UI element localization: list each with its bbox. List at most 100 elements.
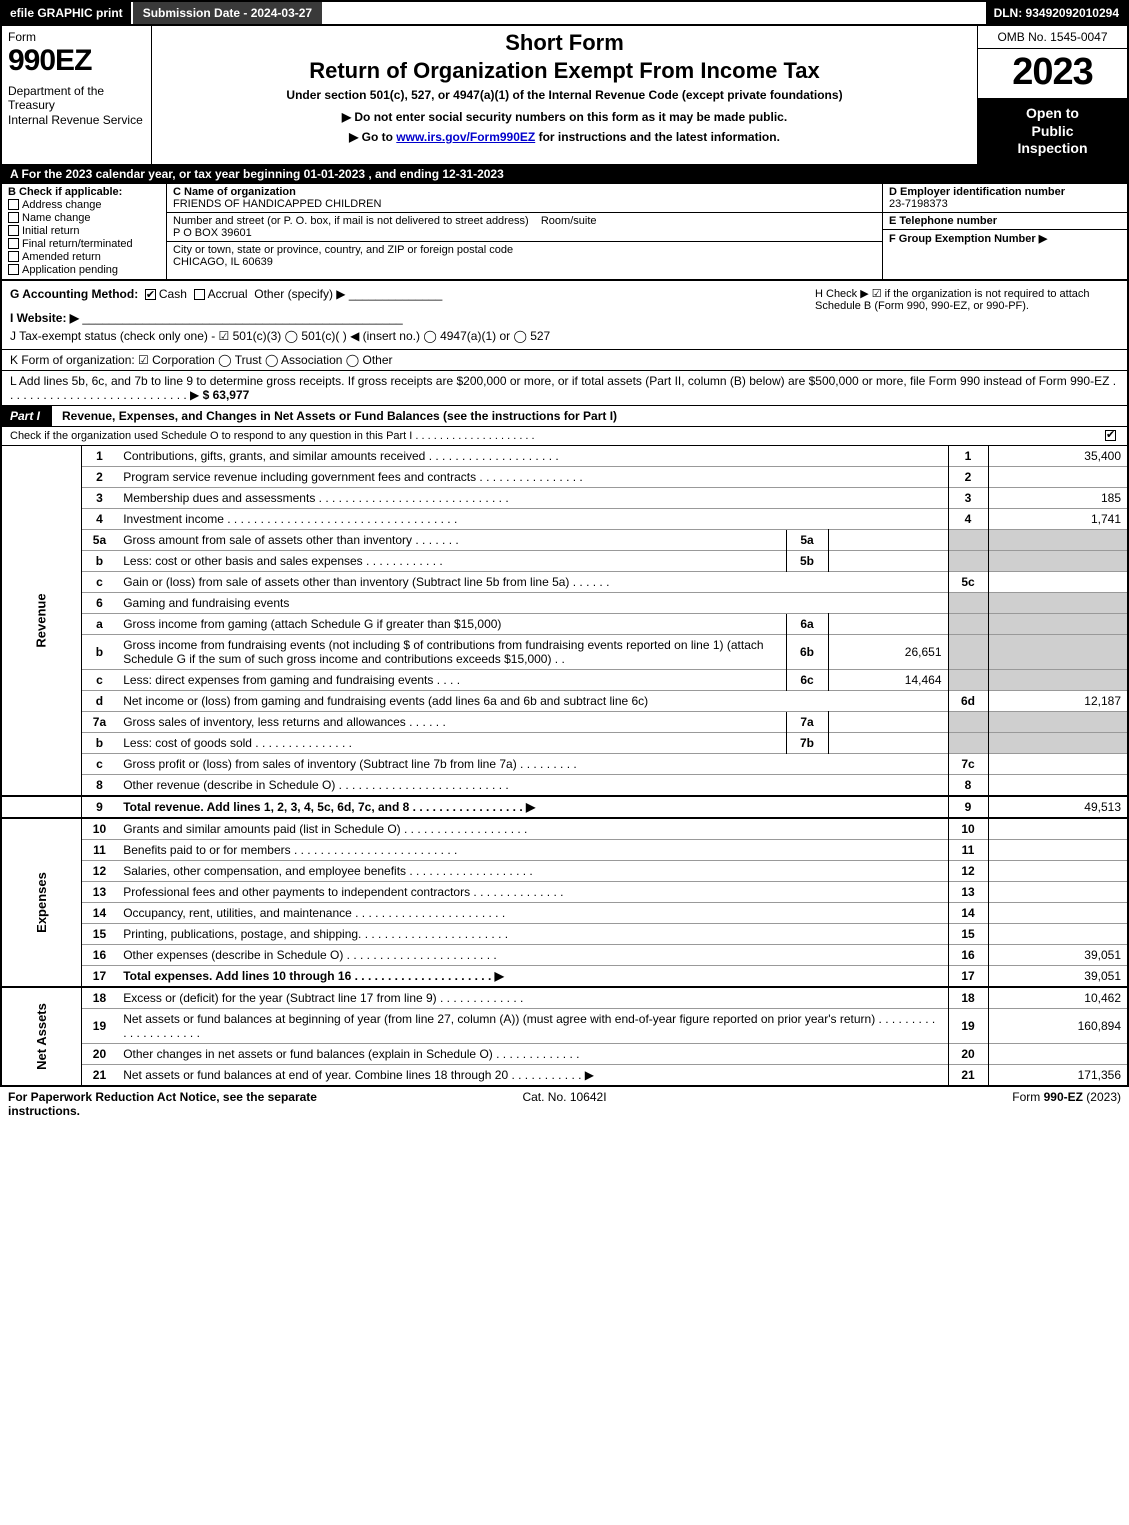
ln-6d: d bbox=[81, 690, 117, 711]
desc-18: Excess or (deficit) for the year (Subtra… bbox=[117, 987, 948, 1009]
instructions-link-line: ▶ Go to www.irs.gov/Form990EZ for instru… bbox=[160, 130, 969, 144]
chk-application-pending[interactable]: Application pending bbox=[8, 264, 160, 276]
desc-19: Net assets or fund balances at beginning… bbox=[117, 1008, 948, 1043]
l-value: $ 63,977 bbox=[203, 388, 250, 402]
desc-10: Grants and similar amounts paid (list in… bbox=[117, 818, 948, 840]
ssn-warning: ▶ Do not enter social security numbers o… bbox=[160, 110, 969, 124]
ln-11: 11 bbox=[81, 839, 117, 860]
ln-6a: a bbox=[81, 613, 117, 634]
val-21: 171,356 bbox=[988, 1064, 1128, 1085]
desc-16: Other expenses (describe in Schedule O) … bbox=[117, 944, 948, 965]
ln-15: 15 bbox=[81, 923, 117, 944]
rnum-6d: 6d bbox=[948, 690, 988, 711]
chk-final-return[interactable]: Final return/terminated bbox=[8, 238, 160, 250]
rnum-17: 17 bbox=[948, 965, 988, 987]
ln-18: 18 bbox=[81, 987, 117, 1009]
g-label: G Accounting Method: bbox=[10, 287, 138, 301]
header-center: Short Form Return of Organization Exempt… bbox=[152, 26, 977, 164]
city-value: CHICAGO, IL 60639 bbox=[173, 256, 876, 268]
submission-date: Submission Date - 2024-03-27 bbox=[131, 2, 322, 24]
ln-12: 12 bbox=[81, 860, 117, 881]
val-15 bbox=[988, 923, 1128, 944]
desc-6a: Gross income from gaming (attach Schedul… bbox=[117, 613, 786, 634]
efile-print-button[interactable]: efile GRAPHIC print bbox=[2, 2, 131, 24]
chk-address-change[interactable]: Address change bbox=[8, 199, 160, 211]
chk-cash[interactable] bbox=[145, 289, 156, 300]
desc-9: Total revenue. Add lines 1, 2, 3, 4, 5c,… bbox=[117, 796, 948, 818]
side-expenses: Expenses bbox=[1, 818, 81, 987]
part-i-check-line: Check if the organization used Schedule … bbox=[0, 427, 1129, 446]
subval-5a bbox=[828, 529, 948, 550]
subtitle: Under section 501(c), 527, or 4947(a)(1)… bbox=[160, 88, 969, 102]
desc-7b: Less: cost of goods sold . . . . . . . .… bbox=[117, 732, 786, 753]
chk-initial-return[interactable]: Initial return bbox=[8, 225, 160, 237]
val-5c bbox=[988, 571, 1128, 592]
rnum-10: 10 bbox=[948, 818, 988, 840]
desc-14: Occupancy, rent, utilities, and maintena… bbox=[117, 902, 948, 923]
chk-accrual[interactable] bbox=[194, 289, 205, 300]
ln-7c: c bbox=[81, 753, 117, 774]
ln-21: 21 bbox=[81, 1064, 117, 1085]
rnum-18: 18 bbox=[948, 987, 988, 1009]
irs-link[interactable]: www.irs.gov/Form990EZ bbox=[396, 130, 535, 144]
i-website-label: I Website: ▶ bbox=[10, 311, 79, 325]
rnum-9: 9 bbox=[948, 796, 988, 818]
header-right: OMB No. 1545-0047 2023 Open to Public In… bbox=[977, 26, 1127, 164]
ln-19: 19 bbox=[81, 1008, 117, 1043]
f-group-label: F Group Exemption Number ▶ bbox=[889, 232, 1121, 245]
omb-number: OMB No. 1545-0047 bbox=[978, 26, 1127, 49]
e-phone-label: E Telephone number bbox=[889, 215, 1121, 227]
val-3: 185 bbox=[988, 487, 1128, 508]
section-bcdef: B Check if applicable: Address change Na… bbox=[0, 184, 1129, 281]
footer-left: For Paperwork Reduction Act Notice, see … bbox=[8, 1090, 379, 1118]
desc-2: Program service revenue including govern… bbox=[117, 466, 948, 487]
tax-year: 2023 bbox=[978, 49, 1127, 99]
subval-6c: 14,464 bbox=[828, 669, 948, 690]
val-20 bbox=[988, 1043, 1128, 1064]
ln-4: 4 bbox=[81, 508, 117, 529]
subval-6b: 26,651 bbox=[828, 634, 948, 669]
column-def: D Employer identification number 23-7198… bbox=[882, 184, 1127, 279]
g-other: Other (specify) ▶ bbox=[254, 287, 345, 301]
chk-name-change[interactable]: Name change bbox=[8, 212, 160, 224]
form-header: Form 990EZ Department of the Treasury In… bbox=[0, 26, 1129, 164]
topbar-spacer bbox=[322, 2, 985, 24]
ln-5c: c bbox=[81, 571, 117, 592]
sub-6a: 6a bbox=[786, 613, 828, 634]
rnum-5a-shade bbox=[948, 529, 988, 550]
chk-amended-return[interactable]: Amended return bbox=[8, 251, 160, 263]
val-6d: 12,187 bbox=[988, 690, 1128, 711]
ln-20: 20 bbox=[81, 1043, 117, 1064]
val-9: 49,513 bbox=[988, 796, 1128, 818]
subval-5b bbox=[828, 550, 948, 571]
main-title: Return of Organization Exempt From Incom… bbox=[160, 58, 969, 84]
sub-5a: 5a bbox=[786, 529, 828, 550]
ln-9: 9 bbox=[81, 796, 117, 818]
ln-5b: b bbox=[81, 550, 117, 571]
header-left: Form 990EZ Department of the Treasury In… bbox=[2, 26, 152, 164]
rnum-8: 8 bbox=[948, 774, 988, 796]
l-gross-receipts: L Add lines 5b, 6c, and 7b to line 9 to … bbox=[0, 371, 1129, 406]
subval-7a bbox=[828, 711, 948, 732]
rnum-2: 2 bbox=[948, 466, 988, 487]
rnum-15: 15 bbox=[948, 923, 988, 944]
ln-3: 3 bbox=[81, 487, 117, 508]
desc-15: Printing, publications, postage, and shi… bbox=[117, 923, 948, 944]
b-header: B Check if applicable: bbox=[8, 186, 160, 198]
footer-form-id: Form 990-EZ (2023) bbox=[750, 1090, 1121, 1118]
city-label: City or town, state or province, country… bbox=[173, 244, 876, 256]
chk-schedule-o-used[interactable] bbox=[1105, 430, 1116, 441]
val-2 bbox=[988, 466, 1128, 487]
ln-17: 17 bbox=[81, 965, 117, 987]
desc-5c: Gain or (loss) from sale of assets other… bbox=[117, 571, 948, 592]
j-tax-exempt: J Tax-exempt status (check only one) - ☑… bbox=[10, 329, 799, 343]
ln-6b: b bbox=[81, 634, 117, 669]
ln-6: 6 bbox=[81, 592, 117, 613]
desc-7a: Gross sales of inventory, less returns a… bbox=[117, 711, 786, 732]
part-i-table: Revenue 1 Contributions, gifts, grants, … bbox=[0, 446, 1129, 1085]
ln-1: 1 bbox=[81, 446, 117, 467]
val-14 bbox=[988, 902, 1128, 923]
side-net-assets: Net Assets bbox=[1, 987, 81, 1085]
desc-1: Contributions, gifts, grants, and simila… bbox=[117, 446, 948, 467]
desc-5b: Less: cost or other basis and sales expe… bbox=[117, 550, 786, 571]
